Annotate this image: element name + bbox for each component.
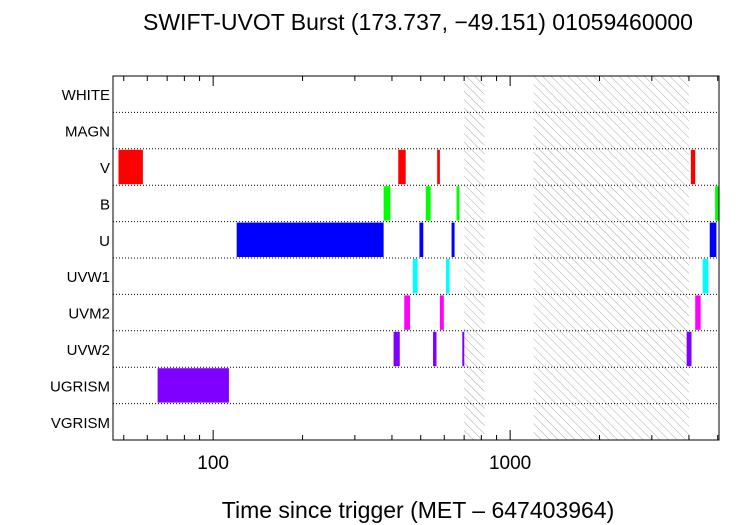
exposure-bar bbox=[686, 331, 692, 367]
filter-label: UVW2 bbox=[67, 342, 110, 359]
exposure-bar bbox=[118, 149, 143, 185]
exposure-bars bbox=[118, 149, 719, 403]
plot-frame bbox=[112, 75, 720, 441]
exposure-bar bbox=[398, 149, 406, 185]
exposure-bar bbox=[157, 368, 229, 403]
x-tick-label: 1000 bbox=[489, 453, 531, 474]
x-axis-label: Time since trigger (MET – 647403964) bbox=[222, 497, 614, 523]
exposure-bar bbox=[393, 331, 400, 367]
exposure-bar bbox=[419, 222, 424, 257]
exposure-bar bbox=[715, 186, 719, 221]
filter-label: WHITE bbox=[62, 87, 110, 104]
exposure-bar bbox=[425, 186, 431, 221]
grid-lines bbox=[113, 111, 719, 405]
filter-label: VGRISM bbox=[51, 415, 110, 432]
exposure-bar bbox=[383, 186, 391, 221]
filter-label: MAGN bbox=[65, 124, 110, 141]
exposure-bar bbox=[690, 149, 696, 185]
x-tick-labels: 100 1000 bbox=[197, 453, 531, 474]
exposure-bar bbox=[709, 222, 717, 257]
exposure-bar bbox=[439, 295, 444, 330]
exposure-bar bbox=[462, 331, 465, 367]
filter-label: UGRISM bbox=[50, 378, 110, 395]
filter-label: U bbox=[99, 233, 110, 250]
hatched-region bbox=[464, 76, 485, 440]
exposure-bar bbox=[236, 222, 384, 257]
axis-ticks bbox=[123, 76, 719, 440]
exposure-bar bbox=[695, 295, 701, 330]
filter-labels: WHITE MAGN V B U UVW1 UVM2 UVW2 UGRISM VGRISM bbox=[50, 87, 110, 432]
exposure-bar bbox=[404, 295, 410, 330]
exposure-bar bbox=[433, 331, 437, 367]
filter-label: UVM2 bbox=[68, 306, 110, 323]
exposure-bar bbox=[456, 186, 460, 221]
chart-title: SWIFT-UVOT Burst (173.737, −49.151) 0105… bbox=[143, 9, 693, 35]
exposure-bar bbox=[451, 222, 455, 257]
filter-label: V bbox=[100, 160, 110, 177]
exposure-bar bbox=[702, 259, 709, 294]
x-tick-label: 100 bbox=[197, 453, 229, 474]
exposure-bar bbox=[412, 259, 418, 294]
exposure-bar bbox=[437, 149, 440, 185]
filter-label: B bbox=[100, 196, 110, 213]
filter-label: UVW1 bbox=[67, 269, 110, 286]
exposure-bar bbox=[445, 259, 450, 294]
